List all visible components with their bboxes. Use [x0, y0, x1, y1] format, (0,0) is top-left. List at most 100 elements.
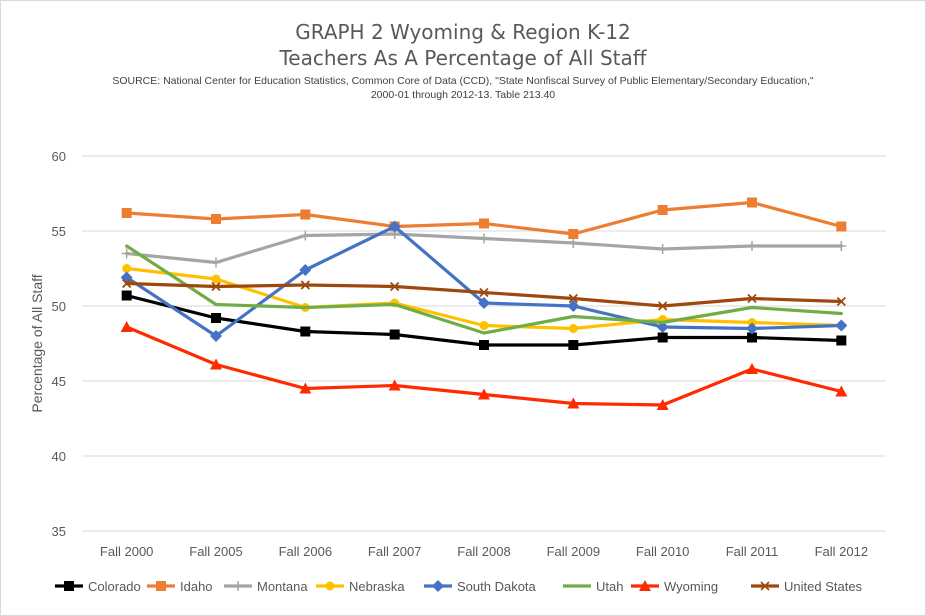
series-montana [121, 229, 847, 268]
data-point-montana [479, 233, 489, 244]
data-point-south-dakota [299, 264, 312, 276]
series-line-utah [125, 244, 843, 335]
y-tick-label: 45 [52, 374, 66, 389]
x-tick-label: Fall 2006 [279, 544, 332, 559]
legend-marker-idaho [156, 581, 166, 591]
data-point-wyoming [478, 388, 490, 400]
data-point-wyoming [210, 358, 222, 370]
data-point-united-states [211, 281, 221, 292]
x-tick-label: Fall 2008 [457, 544, 510, 559]
data-point-montana [836, 241, 847, 251]
legend-marker-united-states [760, 581, 770, 591]
data-point-south-dakota [746, 322, 758, 335]
data-point-idaho [121, 208, 132, 218]
legend-label-idaho: Idaho [180, 578, 213, 594]
legend-swatch-nebraska [316, 581, 344, 591]
data-point-idaho [657, 205, 668, 215]
data-point-colorado [747, 332, 757, 343]
legend-swatch-south-dakota [424, 580, 452, 592]
y-tick-label: 55 [52, 224, 66, 239]
data-point-nebraska [568, 324, 578, 333]
data-point-united-states [836, 296, 846, 307]
x-tick-label: Fall 2005 [189, 544, 242, 559]
legend-marker-nebraska [325, 581, 335, 591]
series-line-idaho [125, 200, 843, 236]
data-point-montana [211, 257, 221, 268]
data-point-wyoming [299, 382, 312, 394]
data-point-montana [568, 238, 579, 248]
series-colorado [121, 290, 847, 350]
data-point-nebraska [122, 264, 132, 273]
legend-label-utah: Utah [596, 578, 624, 594]
legend-label-montana: Montana [257, 578, 308, 594]
legend-label-nebraska: Nebraska [349, 578, 405, 594]
legend-item-idaho: Idaho [146, 576, 213, 596]
data-point-montana [747, 241, 757, 251]
data-point-idaho [568, 229, 579, 239]
legend-label-colorado: Colorado [88, 578, 141, 594]
chart-source-line-1: SOURCE: National Center for Education St… [112, 75, 814, 87]
data-point-south-dakota [210, 330, 222, 342]
data-point-colorado [479, 340, 489, 350]
chart-source-line-2: 2000-01 through 2012-13. Table 213.40 [370, 89, 556, 101]
data-point-united-states [300, 280, 310, 290]
legend-item-nebraska: Nebraska [315, 576, 405, 596]
y-tick-label: 40 [52, 449, 66, 464]
data-point-montana [300, 230, 311, 241]
legend-label-wyoming: Wyoming [664, 578, 719, 594]
data-point-south-dakota [835, 319, 848, 332]
x-tick-label: Fall 2010 [636, 544, 689, 559]
legend-marker-wyoming [639, 580, 651, 591]
x-tick-label: Fall 2007 [368, 544, 421, 559]
legend-marker-montana [233, 581, 243, 591]
legend-item-south-dakota: South Dakota [423, 576, 536, 596]
data-point-united-states [568, 293, 578, 304]
x-tick-label: Fall 2000 [100, 544, 153, 559]
data-point-montana [121, 248, 132, 259]
data-point-colorado [836, 335, 847, 346]
legend-swatch-colorado [55, 581, 83, 591]
series-idaho [121, 197, 847, 239]
legend-label-united-states: United States [784, 578, 863, 594]
data-point-idaho [479, 218, 489, 229]
data-point-united-states [390, 281, 400, 292]
data-point-united-states [122, 278, 132, 289]
y-tick-label: 60 [52, 149, 66, 164]
data-point-united-states [479, 287, 489, 298]
series-wyoming [120, 321, 848, 410]
legend-item-montana: Montana [223, 576, 308, 596]
legend-swatch-idaho [147, 581, 175, 591]
data-point-wyoming [835, 385, 848, 397]
chart-legend: Colorado Idaho Montana Nebraska South Dakota… [0, 576, 926, 596]
data-point-south-dakota [567, 300, 580, 312]
data-point-montana [657, 244, 668, 254]
legend-item-colorado: Colorado [54, 576, 141, 596]
legend-item-united-states: United States [750, 576, 862, 596]
legend-swatch-utah [563, 584, 591, 588]
legend-label-south-dakota: South Dakota [457, 578, 536, 594]
data-point-south-dakota [478, 297, 490, 309]
chart-title: GRAPH 2 Wyoming & Region K-12 [295, 20, 631, 44]
data-point-wyoming [567, 397, 580, 409]
data-point-wyoming [388, 379, 401, 391]
data-point-idaho [836, 221, 847, 232]
y-tick-label: 50 [52, 299, 66, 314]
data-point-wyoming [120, 321, 133, 332]
data-point-nebraska [211, 274, 221, 284]
data-point-wyoming [656, 399, 669, 410]
data-point-south-dakota [388, 220, 401, 233]
data-point-colorado [211, 313, 221, 323]
y-axis-label: Percentage of All Staff [29, 274, 45, 412]
series-united-states [122, 278, 846, 311]
legend-swatch-montana [224, 581, 252, 591]
chart-subtitle: Teachers As A Percentage of All Staff [279, 46, 647, 70]
data-point-united-states [747, 293, 757, 304]
data-point-colorado [389, 329, 400, 340]
data-point-wyoming [746, 363, 758, 374]
x-tick-label: Fall 2009 [547, 544, 600, 559]
data-point-colorado [568, 340, 579, 350]
x-tick-label: Fall 2011 [726, 544, 779, 559]
legend-swatch-united-states [751, 581, 779, 591]
y-tick-label: 35 [52, 524, 66, 539]
